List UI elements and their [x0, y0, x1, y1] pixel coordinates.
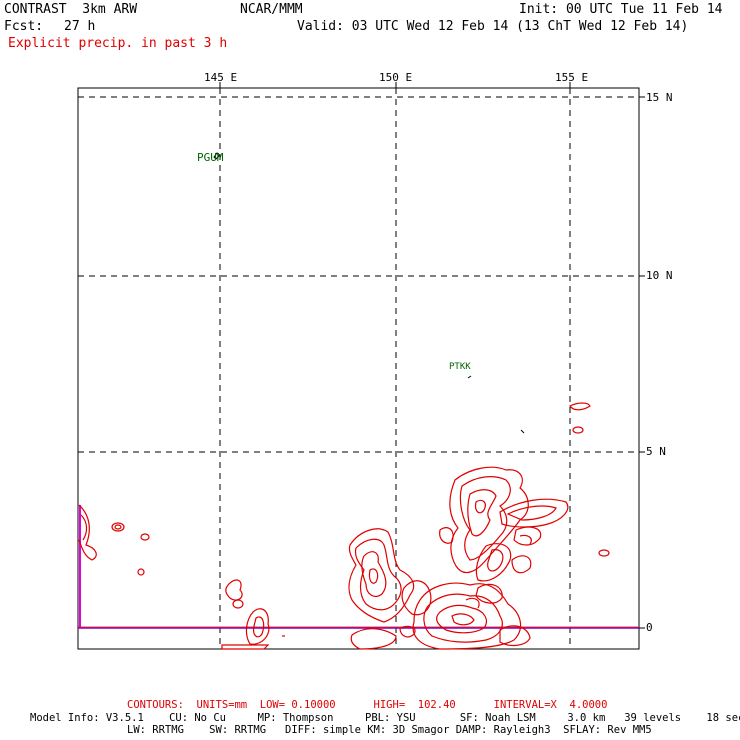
lon-label-145: 145 E — [204, 71, 238, 84]
org-label: NCAR/MMM — [240, 2, 303, 17]
init-time: Init: 00 UTC Tue 11 Feb 14 — [519, 2, 723, 17]
lat-label-10n: 10 N — [646, 269, 673, 282]
model-info-line-2: LW: RRTMG SW: RRTMG DIFF: simple KM: 3D … — [127, 724, 652, 736]
contour-info: CONTOURS: UNITS=mm LOW= 0.10000 HIGH= 10… — [127, 699, 608, 711]
valid-time: Valid: 03 UTC Wed 12 Feb 14 (13 ChT Wed … — [297, 19, 689, 34]
lon-label-155: 155 E — [555, 71, 589, 84]
lat-label-equator: 0 — [646, 621, 653, 634]
station-label-ptkk: PTKK — [449, 362, 471, 372]
field-title: Explicit precip. in past 3 h — [8, 36, 228, 51]
coastlines — [213, 96, 525, 434]
model-info-line-1: Model Info: V3.5.1 CU: No Cu MP: Thompso… — [30, 712, 740, 724]
lon-label-150: 150 E — [379, 71, 413, 84]
station-label-pgum: PGUM — [197, 151, 224, 164]
axis-ticks — [219, 82, 645, 629]
lat-label-15n: 15 N — [646, 91, 673, 104]
map-frame — [77, 87, 640, 650]
model-title: CONTRAST 3km ARW — [4, 2, 138, 17]
lat-lon-grid — [78, 88, 639, 649]
precip-contours — [78, 402, 610, 650]
forecast-hours: 27 h — [64, 19, 96, 34]
forecast-label: Fcst: — [4, 19, 44, 34]
lat-label-5n: 5 N — [646, 445, 666, 458]
